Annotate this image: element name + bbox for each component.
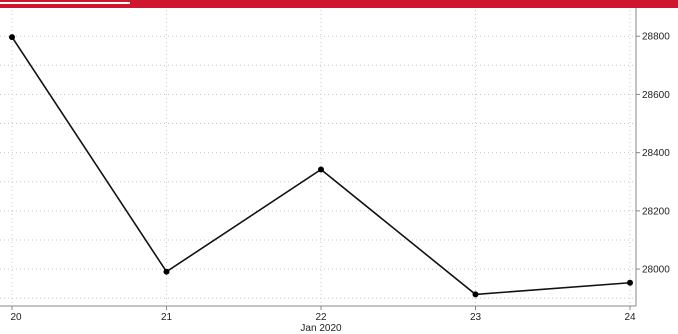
y-tick-label: 28200	[642, 206, 670, 217]
header-bar-highlight	[0, 2, 130, 4]
x-tick-label: 21	[161, 312, 173, 323]
y-tick-label: 28800	[642, 32, 670, 43]
label-layer: Jan 2020 28000 28200 28400 28600 28800 20 21 22…	[10, 32, 670, 334]
data-point	[163, 268, 170, 275]
data-point	[9, 34, 15, 41]
series-layer	[9, 34, 633, 298]
y-tick-label: 28400	[642, 148, 670, 159]
series-line	[11, 36, 631, 296]
data-point	[627, 279, 633, 286]
data-point	[472, 291, 479, 298]
data-point	[318, 166, 324, 173]
y-tick-label: 28600	[642, 90, 670, 101]
x-tick-label: 24	[624, 312, 636, 323]
x-tick-label: 23	[470, 312, 482, 323]
header-bar	[0, 0, 678, 8]
x-tick-label: 20	[10, 312, 22, 323]
axis-layer	[0, 8, 640, 310]
x-tick-label: 22	[315, 312, 327, 323]
grid-layer	[0, 10, 636, 304]
y-tick-label: 28000	[642, 265, 670, 276]
x-axis-title: Jan 2020	[300, 323, 342, 334]
